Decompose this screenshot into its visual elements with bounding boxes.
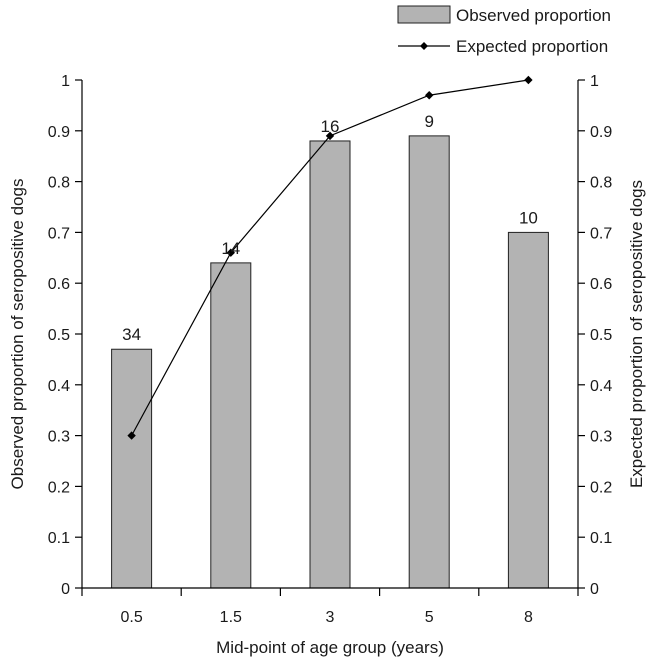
line-point <box>325 131 335 141</box>
bar <box>309 140 351 589</box>
line-point <box>226 248 235 257</box>
line-series-group <box>127 75 533 440</box>
bar-count-label: 16 <box>321 117 340 136</box>
y-tick-label-left: 0.2 <box>48 479 70 496</box>
bar <box>408 135 450 589</box>
y-tick-label-right: 0.8 <box>590 175 612 192</box>
labels-group: 34 14 16 9 10 <box>122 112 538 344</box>
bar <box>210 262 252 589</box>
x-tick-label: 8 <box>524 609 533 626</box>
y-tick-label-right: 0.7 <box>590 225 612 242</box>
y-tick-label-right: 0.6 <box>590 276 612 293</box>
y-tick-label-left: 0 <box>61 581 70 598</box>
y-tick-label-right: 0.9 <box>590 124 612 141</box>
x-tick-label: 0.5 <box>120 609 142 626</box>
legend-label-expected: Expected proportion <box>456 37 608 56</box>
y-axis-title-right: Expected proportion of seropositive dogs <box>627 180 646 488</box>
x-tick-label: 5 <box>425 609 434 626</box>
x-tick-label: 3 <box>326 609 335 626</box>
x-tick-label: 1.5 <box>220 609 242 626</box>
y-tick-label-right: 0.4 <box>590 378 612 395</box>
y-tick-label-left: 0.1 <box>48 530 70 547</box>
bar <box>111 348 153 589</box>
line-point <box>127 431 136 440</box>
y-tick-label-right: 1 <box>590 73 599 90</box>
line-point <box>524 75 533 85</box>
legend-label-observed: Observed proportion <box>456 6 611 25</box>
x-axis-title: Mid-point of age group (years) <box>216 638 444 657</box>
bar-count-label: 9 <box>424 112 433 131</box>
bar-count-label: 34 <box>122 325 141 344</box>
y-axis-title-left: Observed proportion of seropositive dogs <box>8 179 27 490</box>
y-tick-label-left: 0.9 <box>48 124 70 141</box>
y-tick-label-right: 0.1 <box>590 530 612 547</box>
bar-count-label: 10 <box>519 208 538 227</box>
y-tick-label-left: 1 <box>61 73 70 90</box>
y-tick-label-left: 0.6 <box>48 276 70 293</box>
legend-marker-expected <box>420 42 428 50</box>
y-tick-label-right: 0 <box>590 581 599 598</box>
y-tick-label-left: 0.7 <box>48 225 70 242</box>
y-tick-label-left: 0.8 <box>48 175 70 192</box>
legend: Observed proportion Expected proportion <box>397 5 611 56</box>
y-tick-label-left: 0.5 <box>48 327 70 344</box>
legend-swatch-observed <box>397 5 451 24</box>
bar <box>507 231 549 589</box>
y-tick-label-left: 0.3 <box>48 429 70 446</box>
y-tick-label-right: 0.5 <box>590 327 612 344</box>
y-tick-label-right: 0.3 <box>590 429 612 446</box>
axes-group: 00.10.20.30.40.50.60.70.80.9100.10.20.30… <box>8 73 646 657</box>
bar-series-group <box>111 135 549 589</box>
bar-count-label: 14 <box>221 239 240 258</box>
line-point <box>425 91 434 100</box>
y-tick-label-right: 0.2 <box>590 479 612 496</box>
y-tick-label-left: 0.4 <box>48 378 70 395</box>
